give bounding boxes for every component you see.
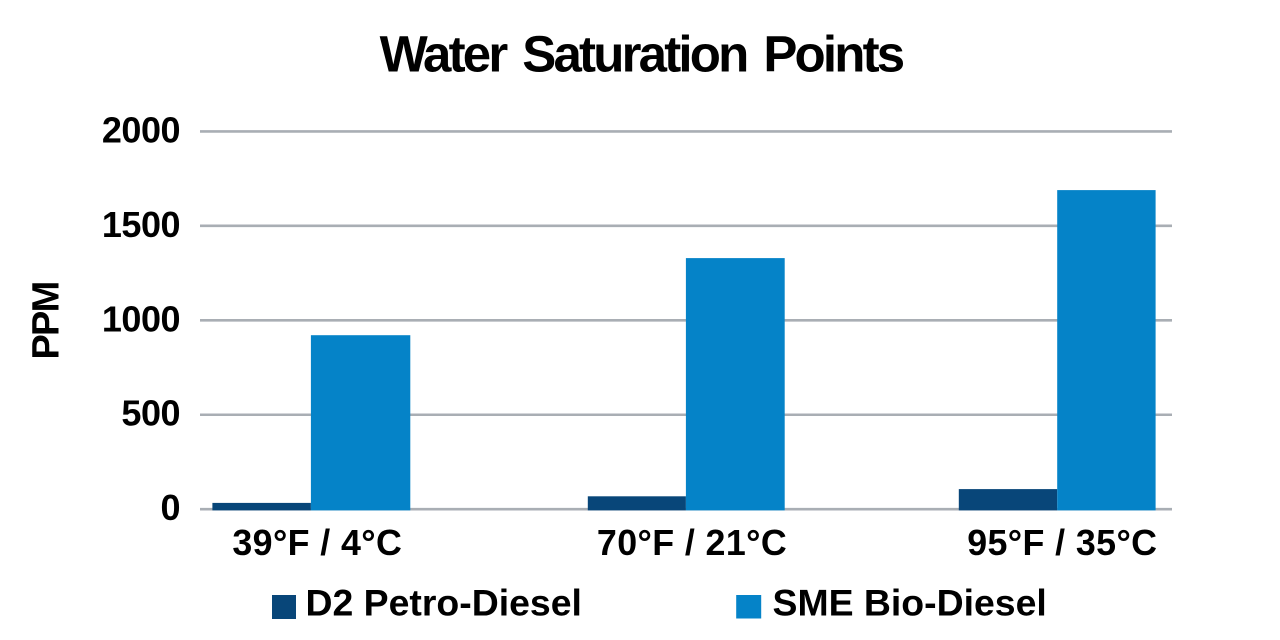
svg-text:1500: 1500: [102, 204, 180, 245]
svg-text:39°F / 4°C: 39°F / 4°C: [232, 523, 402, 563]
svg-text:500: 500: [121, 393, 180, 434]
svg-text:D2 Petro-Diesel: D2 Petro-Diesel: [306, 582, 582, 624]
svg-text:2000: 2000: [102, 109, 180, 150]
svg-text:1000: 1000: [102, 298, 180, 339]
svg-text:Water Saturation Points: Water Saturation Points: [380, 26, 904, 83]
svg-text:SME Bio-Diesel: SME Bio-Diesel: [773, 582, 1047, 624]
svg-text:95°F / 35°C: 95°F / 35°C: [967, 523, 1157, 563]
svg-text:PPM: PPM: [25, 282, 67, 359]
svg-text:70°F / 21°C: 70°F / 21°C: [597, 523, 787, 563]
svg-text:0: 0: [160, 487, 180, 528]
